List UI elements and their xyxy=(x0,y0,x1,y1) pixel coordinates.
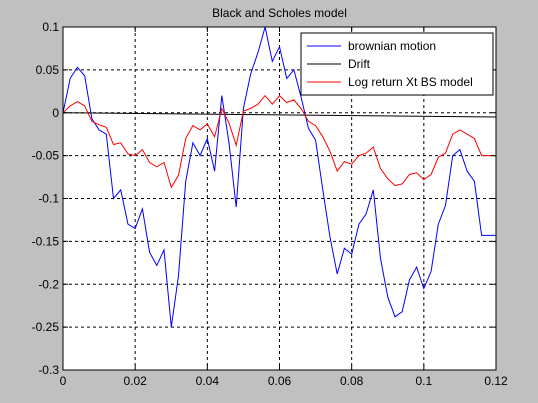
y-tick-label: -0.2 xyxy=(38,277,59,291)
x-tick-label: 0.12 xyxy=(484,374,508,388)
legend-label: Log return Xt BS model xyxy=(348,75,473,89)
y-tick-label: -0.3 xyxy=(38,363,59,377)
x-tick-label: 0.06 xyxy=(268,374,292,388)
y-tick-label: -0.25 xyxy=(32,320,60,334)
x-tick-label: 0.02 xyxy=(123,374,147,388)
x-tick-label: 0.04 xyxy=(196,374,220,388)
legend-label: brownian motion xyxy=(348,39,436,53)
series-line-3 xyxy=(62,94,496,189)
y-tick-label: -0.1 xyxy=(38,192,59,206)
series-line-1 xyxy=(62,26,496,328)
y-tick-label: -0.05 xyxy=(32,149,60,163)
legend: brownian motion Drift Log return Xt BS mod… xyxy=(300,32,494,96)
series-line-2 xyxy=(62,112,497,118)
y-tick-label: 0.1 xyxy=(42,20,59,34)
chart-title: Black and Scholes model xyxy=(212,6,347,20)
y-tick-label: 0.05 xyxy=(36,63,60,77)
y-tick-label: 0 xyxy=(52,106,59,120)
legend-label: Drift xyxy=(348,57,371,71)
series-lines xyxy=(62,26,497,328)
axis-ticks: 0 0.02 0.04 0.06 0.08 0.1 0.12 -0.3 -0.25 -0.2 -0.… xyxy=(32,20,508,388)
x-tick-label: 0 xyxy=(60,374,67,388)
x-tick-label: 0.1 xyxy=(415,374,432,388)
y-tick-label: -0.15 xyxy=(32,234,60,248)
x-tick-label: 0.08 xyxy=(340,374,364,388)
